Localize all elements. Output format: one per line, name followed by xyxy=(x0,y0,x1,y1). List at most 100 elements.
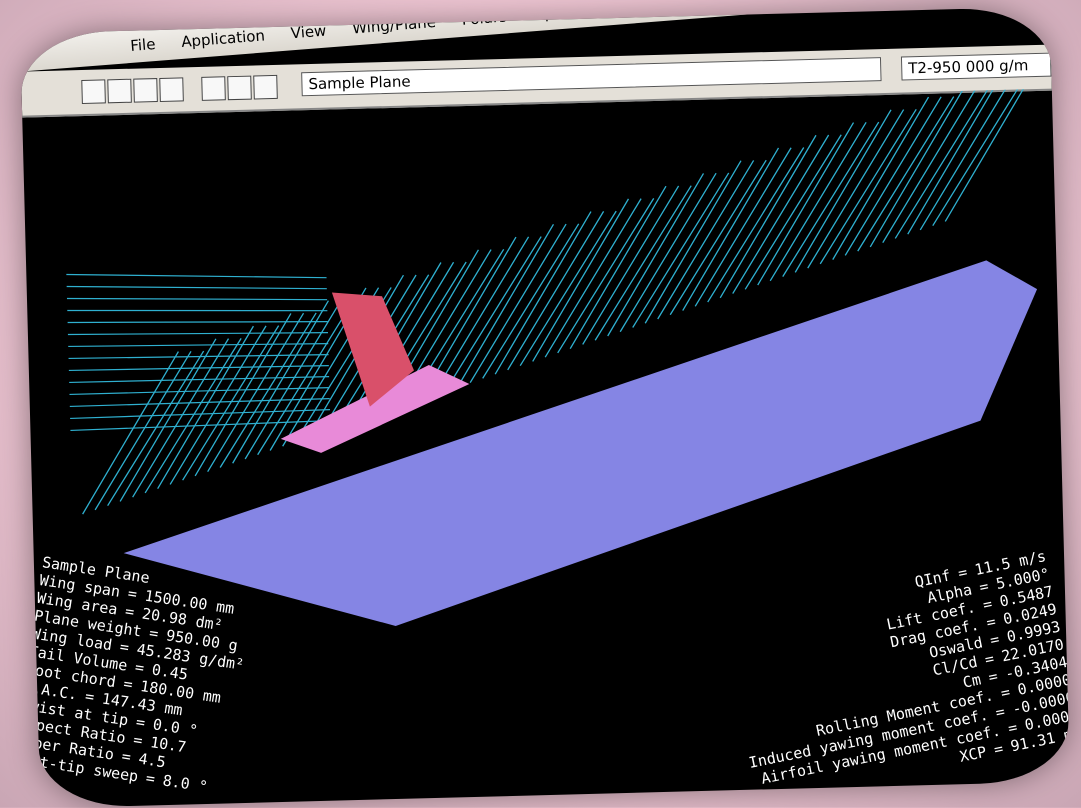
streamline xyxy=(469,223,567,383)
save-button[interactable] xyxy=(133,78,158,103)
print-button[interactable] xyxy=(159,77,184,102)
streamline xyxy=(882,88,980,244)
streamline xyxy=(769,121,867,282)
menu-item[interactable]: Operating Point xyxy=(531,6,650,24)
info-eq: = xyxy=(148,623,160,643)
menu-item[interactable]: File xyxy=(129,35,157,55)
info-eq: = xyxy=(118,637,131,657)
streamline xyxy=(157,325,254,490)
streamline xyxy=(694,147,792,307)
streamline xyxy=(67,332,328,336)
info-eq: = xyxy=(122,674,134,694)
streamline xyxy=(194,313,292,477)
streamline xyxy=(144,338,242,494)
elevator xyxy=(280,365,470,453)
streamline xyxy=(794,109,892,273)
info-eq: = xyxy=(981,594,994,615)
streamline xyxy=(544,198,642,358)
info-eq: = xyxy=(123,601,136,622)
streamline xyxy=(594,185,692,341)
streamline xyxy=(819,108,917,265)
info-eq: = xyxy=(133,658,146,678)
info-eq: = xyxy=(132,730,144,750)
streamline xyxy=(432,236,530,396)
streamline xyxy=(66,297,328,301)
streamline xyxy=(219,312,317,468)
polar-select[interactable]: T2-950 000 g/m xyxy=(900,52,1052,81)
streamline xyxy=(232,300,329,464)
streamline xyxy=(519,210,617,367)
streamline xyxy=(507,211,605,371)
streamline xyxy=(657,160,755,320)
plane-info: Sample Plane Wing span = 1500.00 mm Wing are… xyxy=(20,553,256,798)
streamline xyxy=(557,198,655,354)
streamline xyxy=(107,350,205,506)
streamline xyxy=(67,309,328,312)
streamline xyxy=(569,185,667,350)
streamline xyxy=(719,134,817,299)
info-eq: = xyxy=(988,629,1001,650)
open-button[interactable] xyxy=(107,78,132,104)
streamline xyxy=(94,350,192,511)
streamline xyxy=(832,96,930,260)
info-eq: = xyxy=(126,584,139,604)
app-window: File Application View Wing/Plane Polars Opera… xyxy=(20,6,1070,808)
streamline xyxy=(619,172,717,333)
streamlines xyxy=(66,88,1042,515)
wing xyxy=(123,260,1038,626)
streamline xyxy=(632,172,730,328)
streamline xyxy=(932,88,1030,227)
streamline xyxy=(244,300,342,460)
streamline xyxy=(857,96,955,252)
streamline xyxy=(732,134,830,294)
info-eq: = xyxy=(999,682,1012,703)
streamline xyxy=(68,343,329,348)
streamline xyxy=(869,88,967,248)
streamline xyxy=(457,223,555,388)
streamline xyxy=(444,236,542,392)
view-button[interactable] xyxy=(253,74,278,100)
info-eq: = xyxy=(1006,718,1019,738)
streamline xyxy=(69,376,330,384)
menu-item[interactable]: Application xyxy=(180,26,266,51)
streamline xyxy=(207,312,305,473)
streamline xyxy=(182,325,280,481)
info-eq: = xyxy=(984,612,998,632)
plane-select[interactable]: Sample Plane xyxy=(301,57,882,97)
new-button[interactable] xyxy=(81,79,106,105)
view-button[interactable] xyxy=(227,75,252,101)
view-button[interactable] xyxy=(201,76,226,101)
info-eq: = xyxy=(144,768,157,789)
menu-item[interactable]: ? xyxy=(674,7,684,20)
streamline xyxy=(82,351,179,515)
streamline xyxy=(582,185,680,345)
fin xyxy=(331,292,414,407)
menu-item[interactable]: View xyxy=(290,21,327,43)
streamline xyxy=(669,159,767,316)
streamline xyxy=(919,88,1017,231)
streamline xyxy=(482,223,580,379)
streamline xyxy=(66,273,327,279)
streamline xyxy=(69,387,330,396)
streamline xyxy=(494,211,592,375)
streamline xyxy=(644,160,742,324)
streamline xyxy=(607,173,705,337)
streamline xyxy=(744,134,842,290)
streamline xyxy=(119,338,217,502)
info-eq: = xyxy=(993,702,1007,722)
streamline xyxy=(68,365,329,372)
info-eq: = xyxy=(992,739,1005,759)
streamline xyxy=(844,96,942,256)
streamline xyxy=(782,121,880,277)
streamline xyxy=(682,147,780,311)
menu-item[interactable]: Wing/Plane xyxy=(351,12,437,38)
streamline xyxy=(532,198,630,362)
menu-item[interactable]: Polars xyxy=(461,7,508,29)
info-eq: = xyxy=(986,667,1000,687)
streamline xyxy=(807,109,905,269)
info-eq: = xyxy=(956,562,969,583)
streamline xyxy=(707,147,805,303)
streamline xyxy=(67,321,328,324)
streamline xyxy=(68,354,329,360)
3d-view xyxy=(66,88,1042,626)
